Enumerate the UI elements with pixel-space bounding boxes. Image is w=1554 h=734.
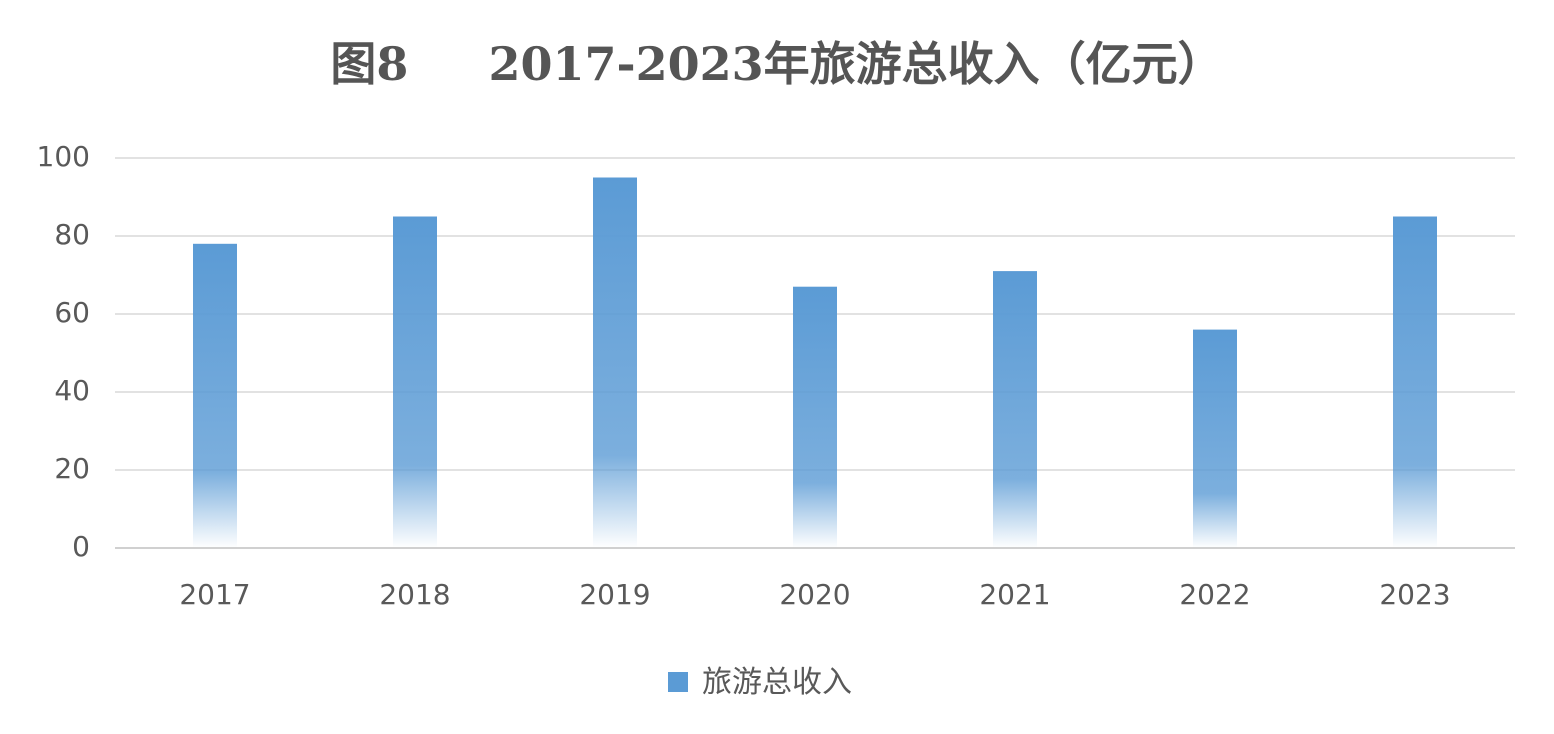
bar — [1393, 216, 1437, 548]
y-tick-label: 20 — [54, 452, 90, 485]
bar — [593, 177, 637, 548]
y-tick-label: 40 — [54, 374, 90, 407]
x-tick-label: 2021 — [979, 578, 1050, 611]
x-tick-label: 2023 — [1379, 578, 1450, 611]
x-tick-label: 2022 — [1179, 578, 1250, 611]
y-tick-label: 100 — [37, 140, 90, 173]
x-tick-label: 2020 — [779, 578, 850, 611]
bar — [1193, 329, 1237, 548]
x-tick-label: 2019 — [579, 578, 650, 611]
legend-label: 旅游总收入 — [702, 665, 852, 700]
y-tick-label: 80 — [54, 218, 90, 251]
x-tick-label: 2017 — [179, 578, 250, 611]
bar — [393, 216, 437, 548]
legend-swatch — [668, 672, 688, 692]
bar — [793, 286, 837, 548]
y-tick-label: 0 — [72, 530, 90, 563]
y-tick-label: 60 — [54, 296, 90, 329]
x-tick-label: 2018 — [379, 578, 450, 611]
chart-title: 图8 2017-2023年旅游总收入（亿元） — [330, 37, 1223, 91]
bar — [993, 271, 1037, 548]
bar — [193, 243, 237, 549]
